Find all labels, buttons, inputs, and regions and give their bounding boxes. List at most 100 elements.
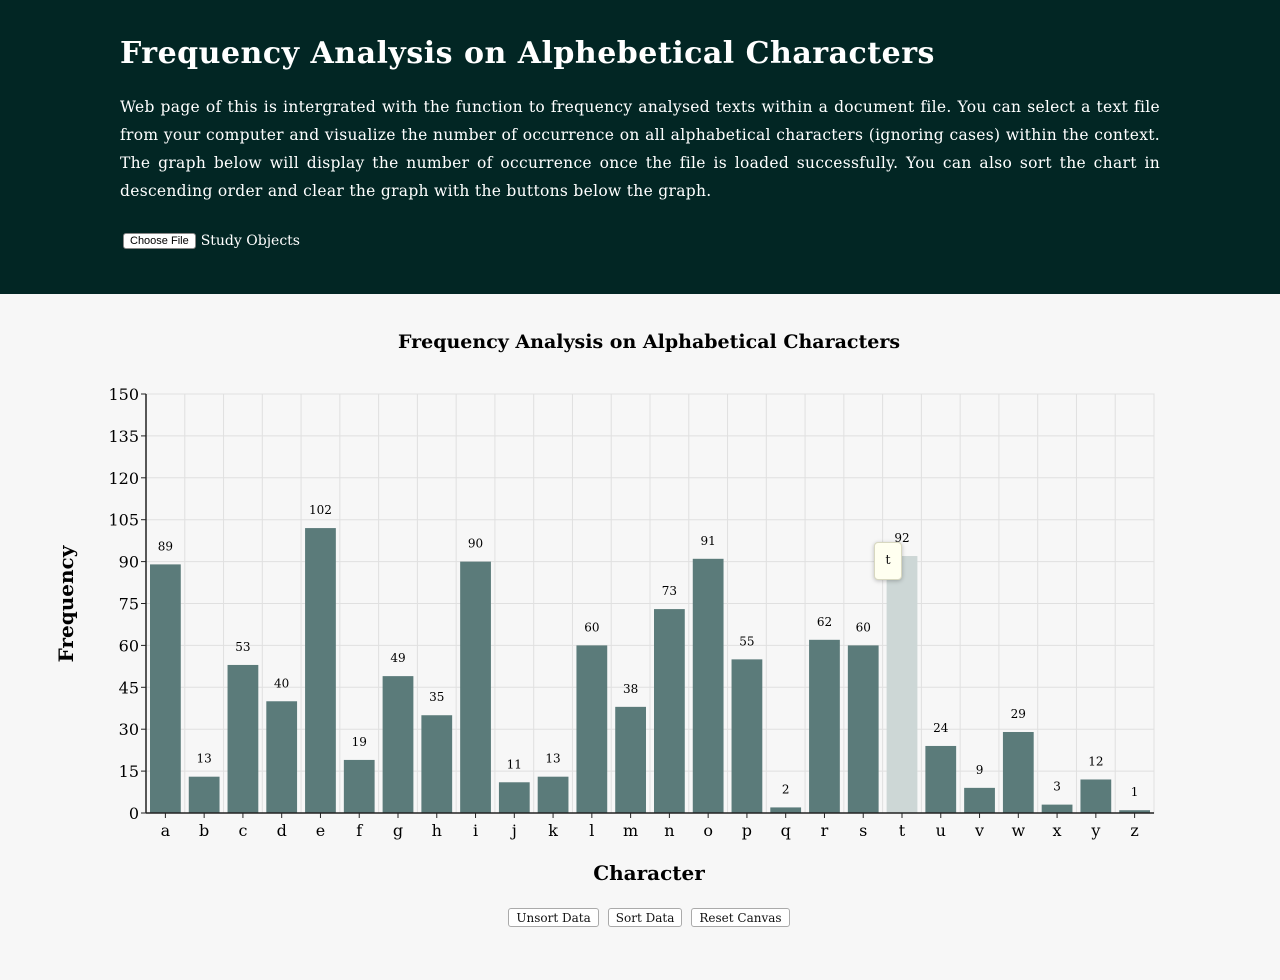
bar-value-label: 90 [468,537,483,551]
bar-value-label: 35 [429,690,444,704]
bar-h [421,715,453,813]
bar-t [886,556,918,813]
x-tick-label: t [899,821,906,840]
bar-z [1119,810,1150,813]
bar-value-label: 60 [584,620,599,634]
bar-value-label: 53 [235,640,250,654]
x-tick-label: p [742,821,752,840]
x-tick-label: k [548,821,558,840]
sort-data-button[interactable]: Sort Data [607,908,683,927]
bar-chart: Frequency Analysis on Alphabetical Chara… [54,331,1155,885]
x-tick-label: h [432,821,442,840]
bar-x [1041,804,1073,813]
bar-value-label: 13 [545,752,560,766]
page-header: Frequency Analysis on Alphebetical Chara… [0,0,1280,294]
y-tick-label: 90 [119,553,139,572]
bar-tooltip: t [874,542,902,580]
bar-r [809,639,840,813]
choose-file-button[interactable]: Choose File [123,233,196,249]
x-tick-label: c [238,821,247,840]
x-tick-label: j [510,821,517,840]
file-picker: Choose File Study Objects [120,233,1160,249]
bar-value-label: 1 [1131,785,1139,799]
unsort-data-button[interactable]: Unsort Data [508,908,599,927]
bar-value-label: 19 [352,735,367,749]
bar-v [964,787,995,813]
x-tick-label: w [1011,821,1025,840]
bar-a [150,564,181,813]
y-tick-label: 75 [119,595,139,614]
page-description: Web page of this is intergrated with the… [120,98,1160,200]
x-tick-label: v [974,821,984,840]
bar-value-label: 24 [933,721,949,735]
y-tick-label: 30 [119,720,139,739]
bar-value-label: 60 [856,620,871,634]
x-tick-label: f [356,821,363,840]
x-tick-label: z [1130,821,1138,840]
bar-value-label: 9 [976,763,984,777]
x-tick-label: q [781,821,791,840]
selected-file-name: Study Objects [200,233,300,249]
bar-g [382,676,414,813]
x-axis-label: Character [593,861,705,885]
bar-j [498,782,530,813]
y-tick-label: 45 [119,678,139,697]
bar-value-label: 73 [662,584,677,598]
x-tick-label: r [821,821,829,840]
bar-f [343,759,375,813]
bar-o [692,558,724,813]
y-tick-label: 120 [108,469,139,488]
bar-p [731,659,763,813]
bar-value-label: 89 [158,539,173,553]
x-tick-label: d [277,821,287,840]
x-tick-label: y [1090,821,1100,840]
bar-i [460,561,491,813]
y-tick-label: 150 [108,385,139,404]
bar-l [576,645,608,813]
x-tick-label: n [664,821,674,840]
bar-value-label: 55 [739,634,754,648]
bar-value-label: 29 [1011,707,1026,721]
bar-value-label: 3 [1053,780,1061,794]
x-tick-label: u [936,821,946,840]
bar-value-label: 91 [701,534,716,548]
bar-value-label: 13 [197,752,212,766]
x-tick-label: e [316,821,325,840]
y-tick-label: 135 [108,427,139,446]
x-tick-label: i [473,821,478,840]
y-tick-label: 15 [119,762,139,781]
x-tick-label: s [859,821,867,840]
bar-m [615,706,646,813]
bar-value-label: 102 [309,503,332,517]
x-tick-label: a [161,821,171,840]
bar-value-label: 62 [817,615,832,629]
x-tick-label: g [393,821,403,840]
bar-e [305,528,336,813]
chart-title: Frequency Analysis on Alphabetical Chara… [398,331,900,353]
x-tick-label: b [199,821,209,840]
bar-b [188,776,220,813]
bar-u [925,745,957,813]
bar-q [770,807,802,813]
bar-s [847,645,879,813]
bar-value-label: 92 [894,531,909,545]
bar-n [654,609,685,813]
bar-value-label: 12 [1088,754,1103,768]
y-tick-label: 0 [129,804,139,823]
reset-canvas-button[interactable]: Reset Canvas [691,908,790,927]
chart-controls: Unsort Data Sort Data Reset Canvas [0,908,1280,927]
bar-w [1002,731,1034,813]
x-tick-label: x [1053,821,1062,840]
bar-k [537,776,569,813]
x-tick-label: o [703,821,713,840]
y-tick-label: 105 [108,511,139,530]
bar-c [227,664,259,813]
y-axis-label: Frequency [54,544,78,662]
bar-value-label: 40 [274,676,289,690]
x-tick-label: l [589,821,594,840]
bar-value-label: 11 [507,757,522,771]
bar-d [266,701,298,813]
y-tick-label: 60 [119,636,139,655]
bar-value-label: 2 [782,782,790,796]
chart-area: Frequency Analysis on Alphabetical Chara… [0,294,1280,980]
